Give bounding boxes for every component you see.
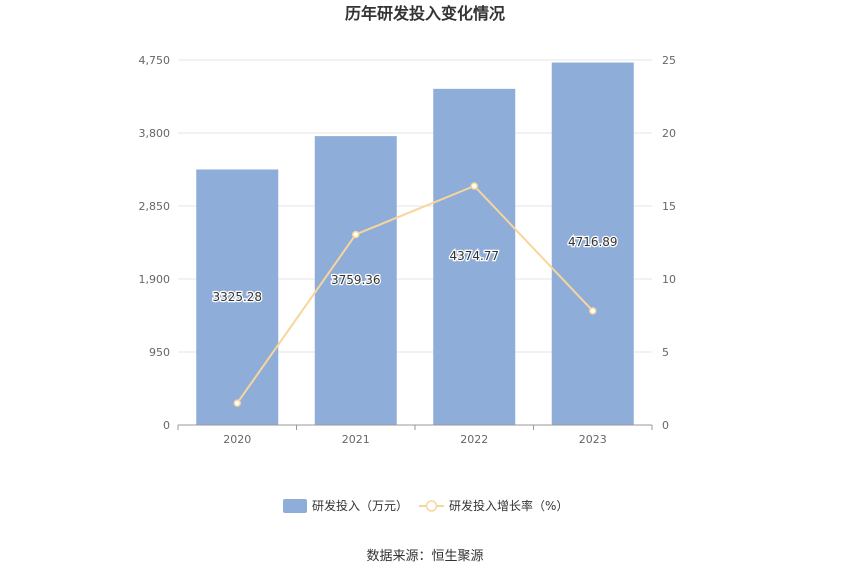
axis-layer: 0 0 950 5 1,900 10 2,850 15 3,800 20 4,750 25 2020 20… (139, 54, 677, 446)
bar-data-label: 3325.28 (212, 290, 262, 304)
x-tick-label: 2022 (460, 433, 488, 446)
growth-point (589, 307, 597, 315)
x-tick-label: 2023 (579, 433, 607, 446)
y-right-tick-label: 10 (662, 273, 676, 286)
legend-label-line: 研发投入增长率（%） (449, 498, 568, 513)
y-right-tick-label: 5 (662, 346, 669, 359)
bar-data-label: 3759.36 (331, 273, 381, 287)
legend: 研发投入（万元） 研发投入增长率（%） (283, 498, 568, 513)
y-right-tick-label: 0 (662, 419, 669, 432)
y-left-tick-label: 950 (149, 346, 170, 359)
growth-point (352, 230, 360, 239)
y-right-tick-label: 15 (662, 200, 676, 213)
growth-line (236, 184, 594, 404)
y-left-tick-label: 0 (163, 419, 170, 432)
bar-layer (196, 62, 634, 425)
legend-swatch-marker (425, 500, 438, 512)
growth-point (470, 182, 478, 190)
bar-data-label: 4716.89 (568, 235, 618, 249)
legend-label-bar: 研发投入（万元） (312, 498, 408, 513)
growth-point (233, 399, 241, 407)
x-tick-label: 2020 (223, 433, 251, 446)
legend-swatch-bar (283, 499, 307, 513)
label-layer: 3325.28 3759.36 4374.77 4716.89 (211, 234, 619, 306)
y-right-tick-label: 25 (662, 54, 676, 67)
y-right-tick-label: 20 (662, 127, 676, 140)
y-left-tick-label: 4,750 (139, 54, 171, 67)
y-left-tick-label: 3,800 (139, 127, 171, 140)
x-tick-label: 2021 (342, 433, 370, 446)
line-layer (233, 182, 597, 407)
chart-title: 历年研发投入变化情况 (345, 4, 505, 23)
bar (433, 88, 516, 425)
bar-data-label: 4374.77 (449, 249, 499, 263)
y-left-tick-label: 1,900 (139, 273, 171, 286)
bar (314, 136, 397, 425)
bar (196, 169, 279, 425)
y-left-tick-label: 2,850 (139, 200, 171, 213)
bar (551, 62, 634, 425)
source-note: 数据来源：恒生聚源 (366, 549, 483, 564)
